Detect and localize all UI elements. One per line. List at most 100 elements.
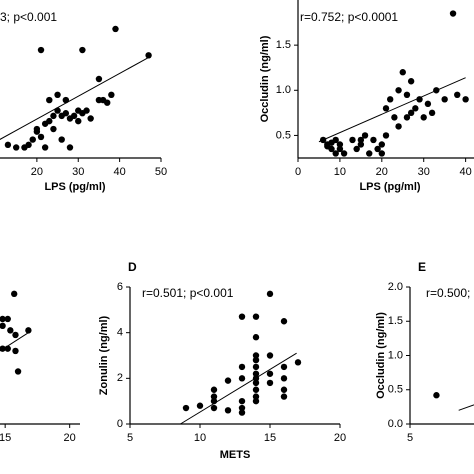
x-tick-label: 50 — [155, 166, 167, 178]
point — [112, 25, 119, 33]
point — [54, 91, 61, 99]
point — [238, 375, 246, 382]
y-tick-label: 6 — [117, 281, 123, 293]
point — [238, 363, 246, 371]
point — [403, 114, 411, 121]
point — [266, 370, 274, 377]
point — [0, 322, 6, 330]
point — [336, 145, 344, 153]
point — [370, 136, 377, 144]
y-tick-label: 0.5 — [388, 384, 403, 396]
x-axis-title: METS — [220, 449, 251, 461]
point — [7, 327, 14, 334]
y-axis-title: Occludin (ng/ml) — [259, 35, 271, 122]
point — [266, 379, 274, 387]
point — [399, 69, 406, 76]
y-tick-label: 2 — [117, 372, 123, 384]
point — [280, 375, 288, 382]
point — [252, 363, 260, 371]
point — [252, 379, 260, 387]
point — [252, 334, 260, 341]
y-tick-label: 1.0 — [388, 349, 403, 361]
y-tick-label: 0.5 — [276, 129, 291, 141]
point — [416, 96, 423, 103]
point — [108, 91, 115, 99]
point — [407, 78, 415, 85]
point — [12, 347, 19, 355]
point — [340, 150, 348, 157]
x-tick-label: 5 — [407, 432, 413, 444]
point — [449, 10, 457, 17]
point — [386, 96, 394, 103]
point — [252, 393, 260, 400]
point — [424, 100, 432, 108]
x-tick-label: 30 — [418, 166, 430, 178]
panel-label: D — [128, 260, 137, 274]
point — [353, 145, 360, 153]
point — [403, 91, 411, 99]
point — [238, 397, 246, 405]
point — [210, 404, 218, 412]
point — [0, 315, 6, 323]
trend-line — [0, 57, 149, 140]
point — [252, 356, 260, 364]
x-tick-label: 0 — [295, 166, 301, 178]
point — [104, 99, 111, 106]
point — [50, 112, 57, 120]
point — [25, 327, 32, 334]
point — [361, 132, 369, 139]
point — [280, 318, 288, 325]
point — [210, 386, 218, 393]
x-axis-title: LPS (pg/ml) — [44, 181, 105, 193]
y-tick-label: 2.0 — [388, 281, 403, 293]
x-axis-title: LPS (pg/ml) — [359, 181, 420, 193]
y-tick-label: 1.5 — [276, 39, 291, 51]
point — [95, 75, 103, 83]
stat-annotation: r=0.500; — [426, 286, 470, 300]
y-tick-label: 1.5 — [388, 315, 403, 327]
x-tick-label: 20 — [31, 166, 43, 178]
y-tick-label: 0 — [117, 418, 123, 430]
stat-annotation: r=0.501; p<0.001 — [142, 286, 234, 300]
x-tick-label: 15 — [0, 432, 11, 444]
point — [395, 87, 402, 94]
point — [332, 150, 339, 157]
x-tick-label: 5 — [127, 432, 133, 444]
point — [336, 141, 344, 148]
point — [378, 141, 386, 148]
point — [37, 133, 45, 141]
point — [428, 109, 436, 117]
point — [266, 352, 274, 359]
point — [79, 46, 86, 54]
point — [454, 91, 461, 99]
point — [12, 331, 19, 339]
point — [10, 290, 18, 298]
x-tick-label: 20 — [376, 166, 388, 178]
point — [412, 105, 419, 112]
point — [58, 136, 65, 143]
x-tick-label: 20 — [64, 432, 76, 444]
point — [420, 114, 427, 121]
point — [407, 109, 415, 117]
point — [182, 404, 190, 412]
panel-label: E — [418, 260, 426, 274]
point — [14, 368, 22, 375]
point — [41, 144, 49, 151]
point — [378, 150, 386, 157]
trend-line — [458, 404, 474, 411]
point — [62, 110, 70, 117]
point — [33, 125, 41, 133]
y-tick-label: 0.0 — [388, 418, 403, 430]
point — [252, 386, 260, 393]
point — [266, 290, 274, 298]
point — [441, 96, 448, 103]
point — [46, 117, 53, 125]
point — [66, 144, 74, 151]
y-axis-title: Zonulin (ng/ml) — [98, 315, 110, 395]
x-tick-label: 10 — [334, 166, 346, 178]
trend-line — [180, 352, 297, 425]
point — [75, 117, 82, 125]
x-tick-label: 10 — [194, 432, 206, 444]
point — [238, 404, 246, 412]
